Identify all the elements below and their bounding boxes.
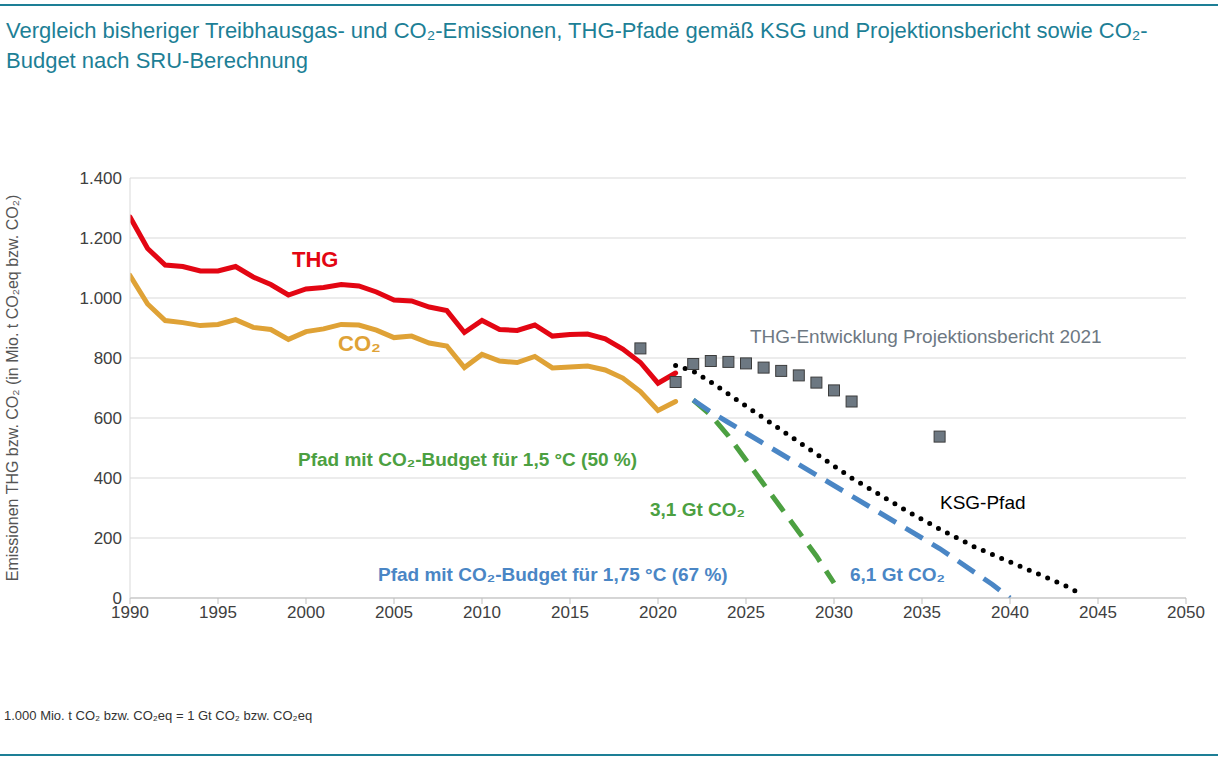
svg-text:600: 600 [94, 409, 122, 428]
svg-text:2015: 2015 [551, 603, 589, 622]
svg-text:2045: 2045 [1079, 603, 1117, 622]
html-text:1.000 Mio. t CO₂ bzw. CO₂eq =: 1.000 Mio. t CO₂ bzw. CO₂eq = 1 Gt CO₂ b… [4, 708, 313, 723]
html-text:3,1 Gt CO₂: 3,1 Gt CO₂ [650, 499, 745, 520]
svg-text:400: 400 [94, 469, 122, 488]
svg-text:2000: 2000 [287, 603, 325, 622]
svg-text:0: 0 [113, 589, 122, 608]
html-text:Pfad mit CO₂-Budget für 1,5 °C: Pfad mit CO₂-Budget für 1,5 °C (50 %) [298, 449, 638, 470]
html-text:Pfad mit CO₂-Budget für 1,75 °: Pfad mit CO₂-Budget für 1,75 °C (67 %) [378, 564, 728, 585]
svg-text:2010: 2010 [463, 603, 501, 622]
html-text:KSG-Pfad: KSG-Pfad [940, 492, 1026, 513]
html-text:THG-Entwicklung Projektionsber: THG-Entwicklung Projektionsbericht 2021 [750, 326, 1102, 347]
svg-text:200: 200 [94, 529, 122, 548]
html-text:CO₂: CO₂ [338, 331, 381, 356]
svg-text:2005: 2005 [375, 603, 413, 622]
svg-text:1.400: 1.400 [79, 169, 122, 188]
svg-text:2020: 2020 [639, 603, 677, 622]
html-text:Vergleich bisheriger Treibhaus: Vergleich bisheriger Treibhausgas- und C… [6, 18, 1148, 73]
svg-text:1.200: 1.200 [79, 229, 122, 248]
svg-text:2040: 2040 [991, 603, 1029, 622]
svg-text:2025: 2025 [727, 603, 765, 622]
svg-text:2035: 2035 [903, 603, 941, 622]
svg-text:2050: 2050 [1167, 603, 1205, 622]
html-text:THG: THG [292, 247, 339, 272]
svg-text:Emissionen THG bzw. CO₂ (in Mi: Emissionen THG bzw. CO₂ (in Mio. t CO₂eq… [8, 195, 21, 581]
svg-text:1.000: 1.000 [79, 289, 122, 308]
svg-text:800: 800 [94, 349, 122, 368]
svg-text:2030: 2030 [815, 603, 853, 622]
svg-text:1990: 1990 [111, 603, 149, 623]
svg-text:1995: 1995 [199, 603, 237, 622]
html-text:6,1 Gt CO₂: 6,1 Gt CO₂ [850, 564, 945, 585]
